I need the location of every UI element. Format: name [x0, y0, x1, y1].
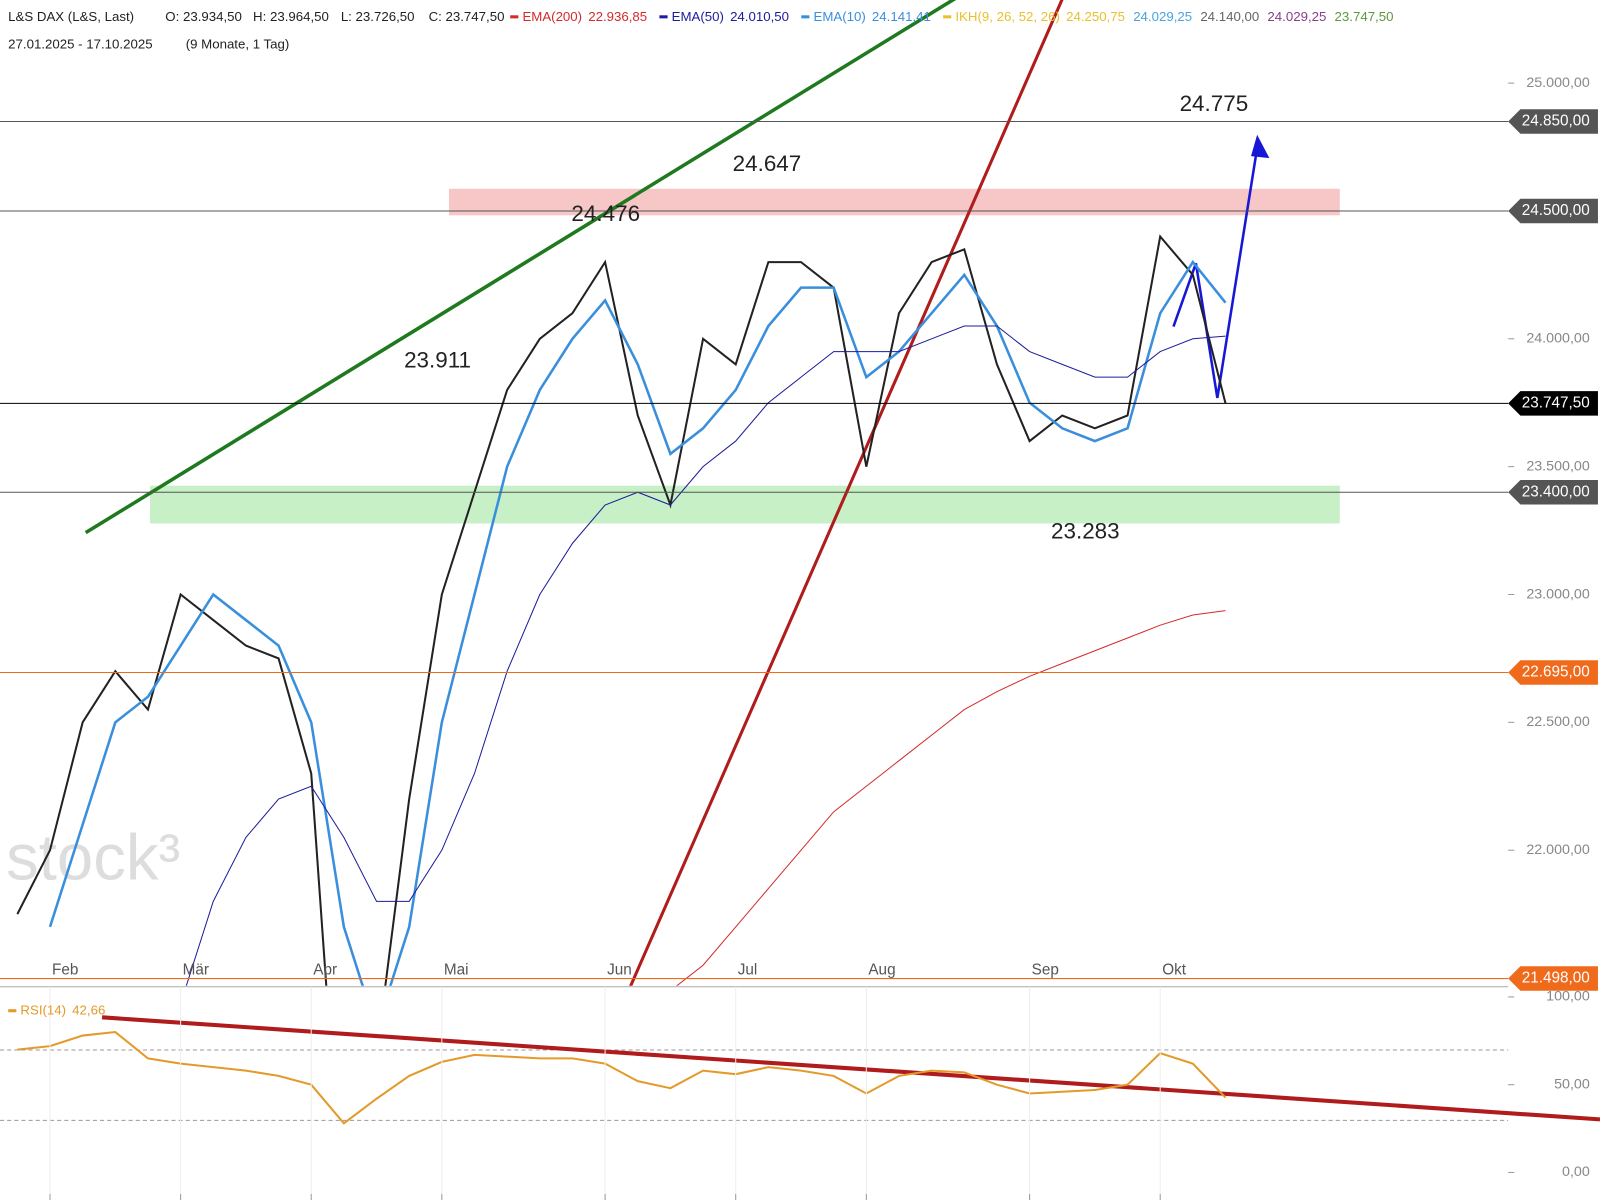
series-line: [185, 325, 1226, 986]
legend-value: 24.140,00: [1200, 9, 1259, 24]
x-tick-label: Mai: [444, 961, 469, 978]
level-label: 22.695,00: [1522, 664, 1590, 681]
ohlc: C: 23.747,50: [429, 9, 505, 24]
x-tick-label: Sep: [1032, 961, 1059, 978]
y-tick-label: 22.000,00: [1526, 842, 1590, 858]
legend-name: RSI(14): [20, 1003, 66, 1018]
level-box: [1508, 198, 1598, 224]
x-tick-label: Apr: [313, 961, 337, 978]
x-tick-label: Aug: [868, 961, 895, 978]
arrow-head: [1251, 134, 1270, 159]
level-box: [1508, 660, 1598, 685]
level-box: [1508, 966, 1598, 991]
legend-swatch: [8, 1009, 17, 1013]
symbol: L&S DAX (L&S, Last): [8, 9, 134, 24]
ohlc: L: 23.726,50: [341, 9, 415, 24]
legend-name: IKH(9, 26, 52, 26): [955, 9, 1060, 24]
x-tick-label: Jun: [607, 961, 632, 978]
legend-value: 24.141,41: [872, 9, 931, 24]
level-label: 23.747,50: [1522, 394, 1590, 411]
legend-value: 24.029,25: [1133, 9, 1192, 24]
y-tick-label: 24.000,00: [1526, 331, 1590, 347]
y-tick-label: 0,00: [1562, 1164, 1590, 1180]
legend-value: 24.250,75: [1066, 9, 1125, 24]
level-label: 24.500,00: [1522, 202, 1590, 219]
legend-name: EMA(10): [814, 9, 866, 24]
date-span: (9 Monate, 1 Tag): [186, 36, 290, 51]
series-line: [48, 259, 1227, 986]
legend-value: 24.029,25: [1267, 9, 1326, 24]
series-line: [16, 234, 1227, 986]
x-tick-label: Okt: [1162, 961, 1187, 978]
annotation: 23.911: [404, 347, 471, 372]
support-zone: [150, 485, 1340, 524]
rsi-trend-line: [101, 1015, 1600, 1122]
series-line: [676, 610, 1226, 986]
level-label: 23.400,00: [1522, 483, 1590, 500]
level-box: [1508, 479, 1598, 505]
level-box: [1508, 391, 1598, 416]
legend-value: 24.010,50: [730, 9, 789, 24]
legend-name: EMA(200): [522, 9, 582, 24]
ohlc: H: 23.964,50: [253, 9, 329, 24]
legend-value: 42,66: [72, 1003, 105, 1018]
x-tick-label: Feb: [52, 961, 78, 978]
trend-line: [84, 0, 957, 535]
trend-line: [629, 0, 1064, 986]
watermark: stock³: [6, 820, 180, 893]
annotation: 23.283: [1051, 518, 1120, 543]
x-tick-label: Jul: [738, 961, 758, 978]
series-line: [17, 1030, 1227, 1125]
y-tick-label: 23.500,00: [1526, 458, 1590, 474]
annotation: 24.775: [1180, 91, 1249, 116]
annotation: 24.476: [571, 201, 640, 226]
date-range: 27.01.2025 - 17.10.2025: [8, 36, 152, 51]
level-box: [1508, 109, 1598, 134]
rsi-pane: [17, 1030, 1227, 1125]
level-label: 21.498,00: [1522, 970, 1590, 987]
legend-value: 22.936,85: [588, 9, 647, 24]
level-label: 24.850,00: [1522, 113, 1590, 130]
y-tick-label: 100,00: [1546, 989, 1590, 1005]
y-tick-label: 22.500,00: [1526, 714, 1590, 730]
price-pane: [16, 234, 1227, 986]
ohlc: O: 23.934,50: [165, 9, 242, 24]
legend-name: EMA(50): [672, 9, 724, 24]
legend-swatch: [659, 15, 668, 19]
y-tick-label: 25.000,00: [1526, 75, 1590, 91]
y-tick-label: 23.000,00: [1526, 586, 1590, 602]
y-tick-label: 50,00: [1554, 1076, 1590, 1092]
x-tick-label: Mär: [183, 961, 209, 978]
legend-swatch: [943, 15, 952, 19]
annotation: 24.647: [733, 151, 802, 176]
legend-swatch: [801, 15, 810, 19]
legend-swatch: [510, 15, 519, 19]
legend-value: 23.747,50: [1335, 9, 1394, 24]
